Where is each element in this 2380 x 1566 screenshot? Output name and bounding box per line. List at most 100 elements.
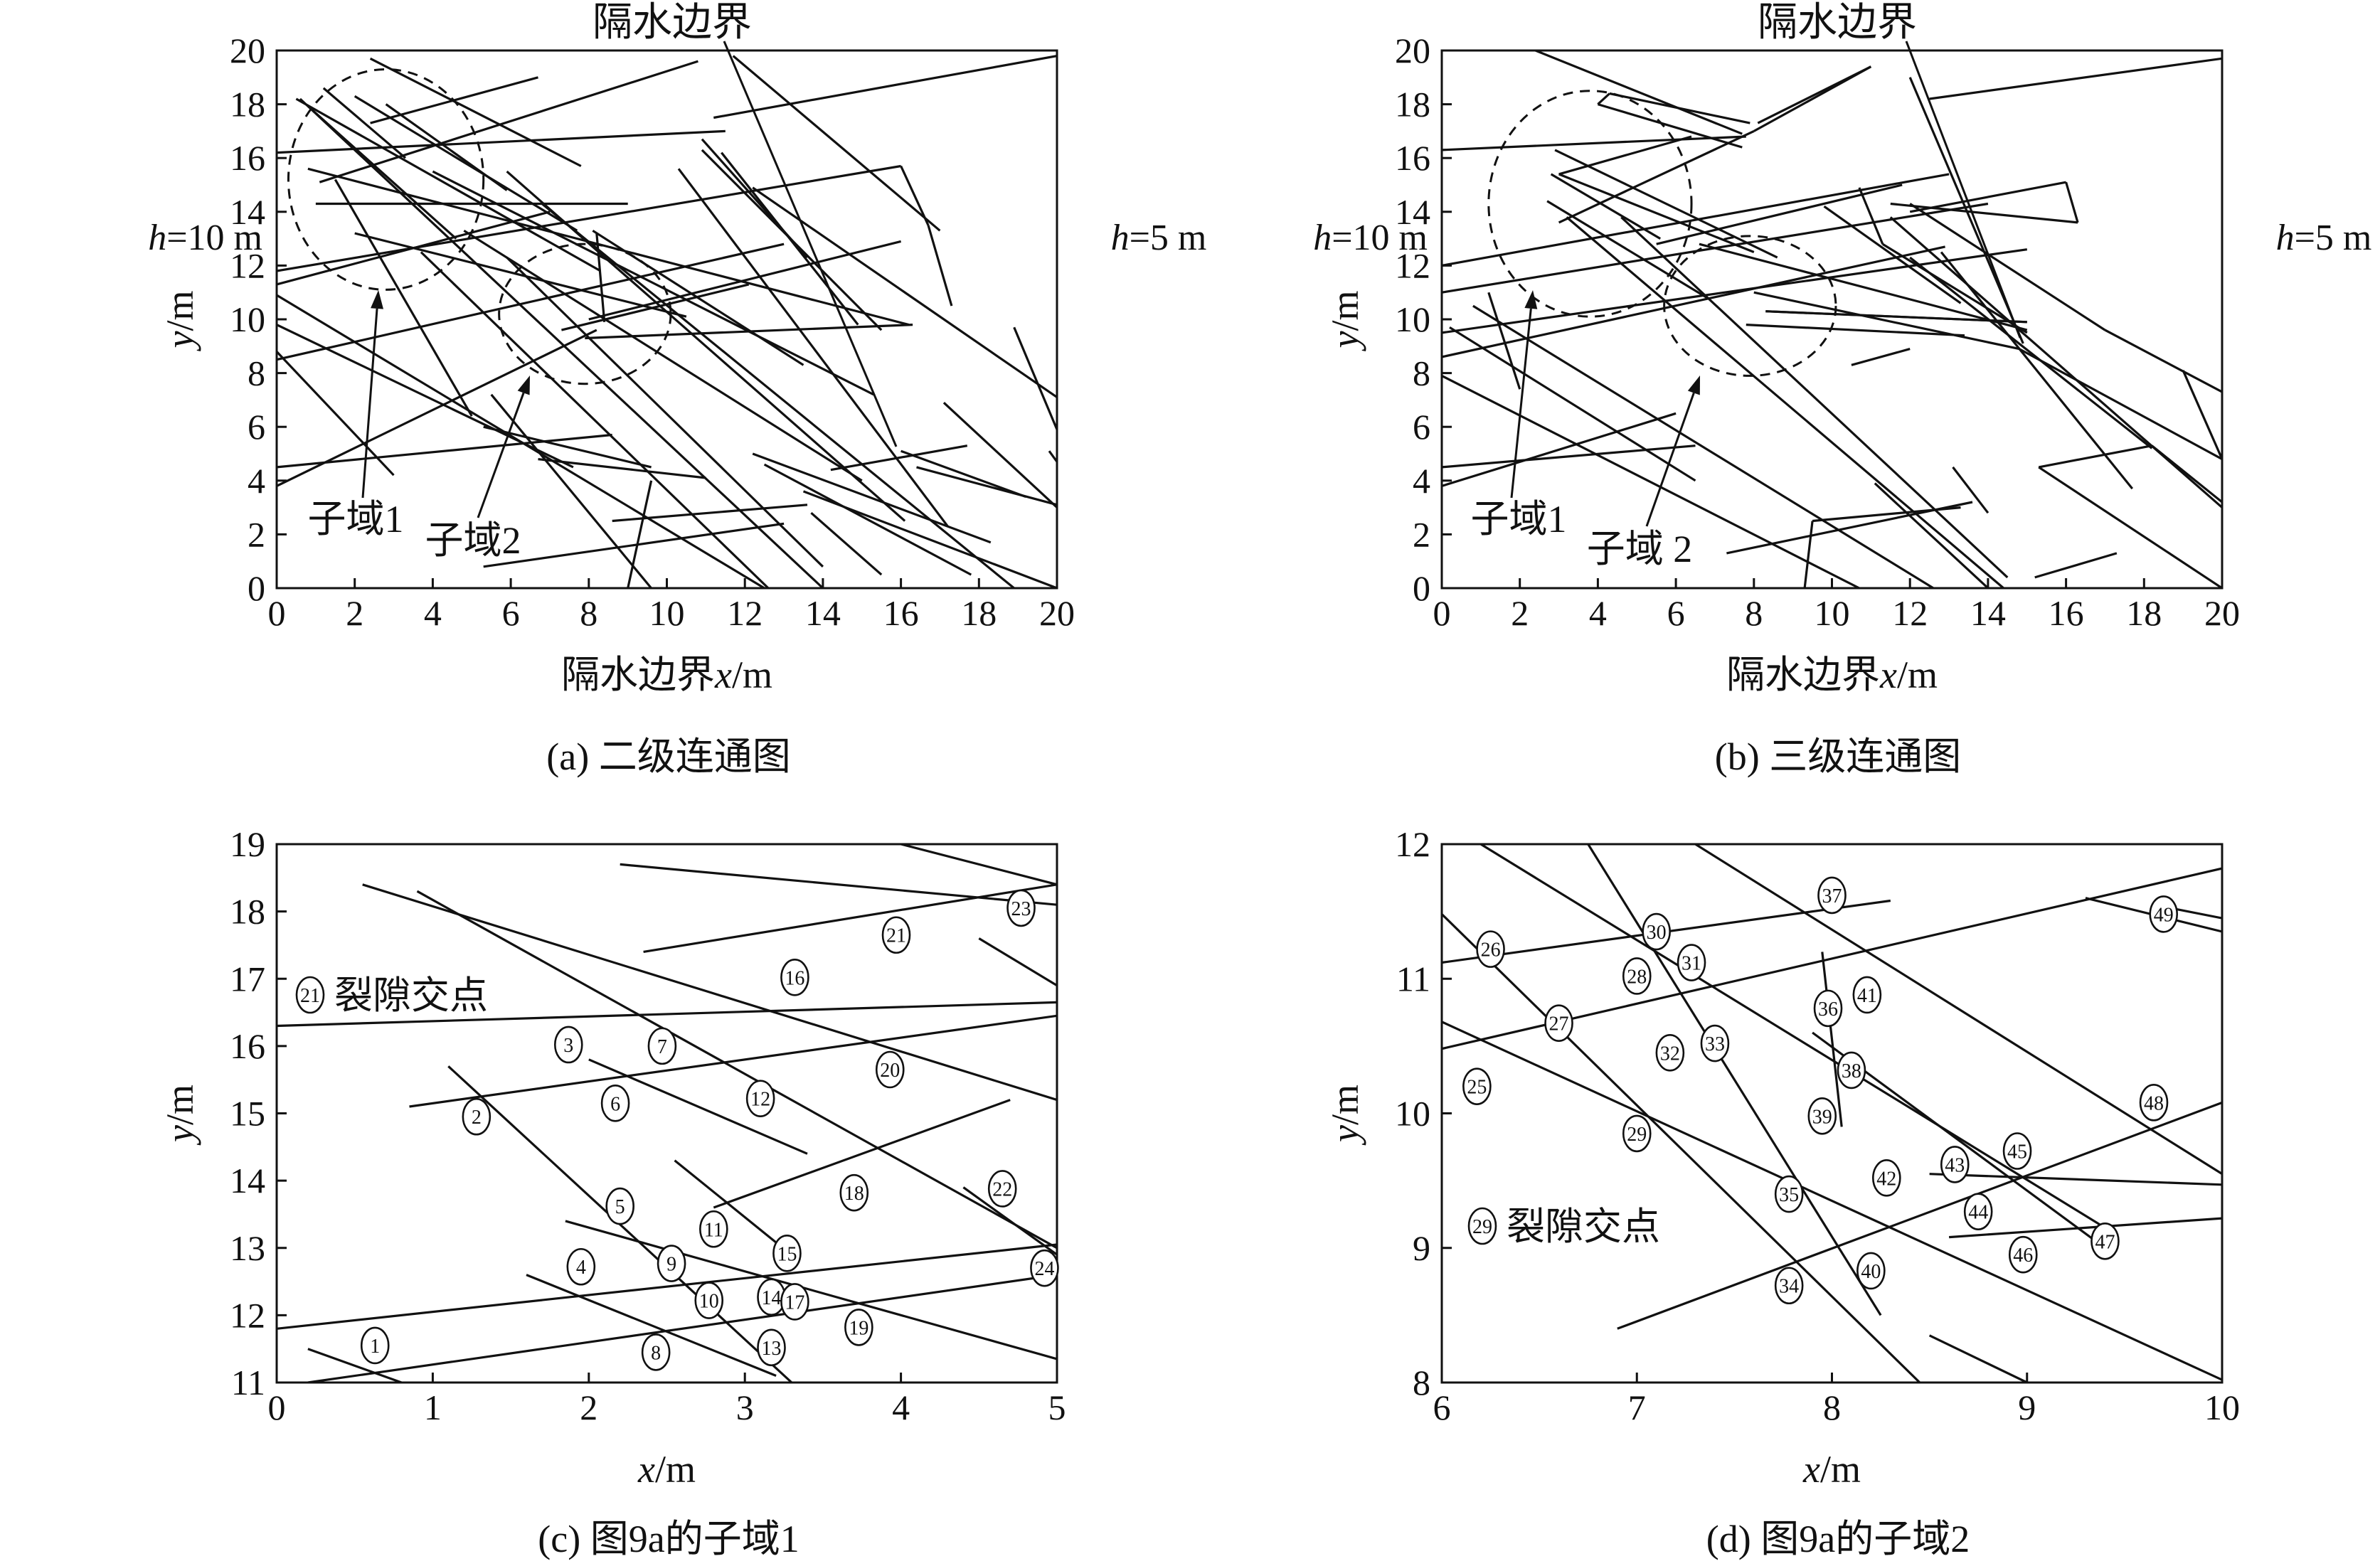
y-tick-label: 4 [1413, 461, 1430, 501]
fracture-line-10 [526, 1274, 777, 1377]
intersection-node-49: 49 [2149, 895, 2179, 933]
fracture-line-13 [620, 863, 1057, 906]
node-id: 41 [1857, 985, 1877, 1007]
fracture-line-29 [1765, 310, 2027, 324]
subdomain-ellipse-2 [1663, 235, 1837, 377]
intersection-node-12: 12 [745, 1080, 775, 1117]
fracture-line-13 [1928, 1334, 2028, 1383]
node-id: 46 [2013, 1245, 2033, 1267]
node-circle [1655, 1034, 1685, 1072]
node-id: 45 [2007, 1141, 2027, 1163]
top-boundary-label: 隔水边界 [1758, 1, 1917, 45]
node-id: 2 [472, 1107, 482, 1129]
fracture-line-3 [1442, 913, 1921, 1383]
x-tick-label: 20 [1039, 593, 1075, 633]
panel-caption: (d) 图9a的子域2 [1706, 1518, 1970, 1560]
y-tick-label: 8 [1413, 1363, 1430, 1402]
intersection-node-10: 10 [694, 1282, 724, 1319]
fracture-line-2 [295, 97, 602, 272]
x-tick-label: 0 [268, 593, 286, 633]
node-circle [881, 916, 911, 954]
y-tick-label: 11 [231, 1363, 265, 1402]
fracture-line-27 [1746, 324, 1965, 337]
node-id: 33 [1705, 1033, 1725, 1055]
intersection-node-44: 44 [1963, 1193, 1993, 1230]
legend-node-id: 21 [300, 985, 320, 1007]
y-tick-label: 14 [230, 1161, 265, 1200]
fracture-line-2 [1442, 173, 1950, 267]
x-tick-label: 14 [1970, 593, 2006, 633]
node-id: 49 [2154, 904, 2174, 926]
x-tick-label: 10 [2204, 1387, 2240, 1427]
fracture-network [1442, 50, 2222, 588]
node-circle [2002, 1132, 2032, 1170]
fracture-line-1 [1442, 135, 1746, 151]
fracture-line-46 [901, 449, 1026, 499]
fracture-line-8 [1617, 1101, 2222, 1330]
fracture-line-44 [1753, 291, 2020, 351]
y-tick-label: 10 [1395, 1094, 1430, 1134]
fracture-line-17 [1597, 103, 1743, 149]
x-tick-label: 0 [268, 1387, 286, 1427]
fracture-line-41 [1909, 256, 2153, 449]
y-tick-label: 11 [1396, 959, 1430, 998]
fracture-line-7 [1558, 135, 1692, 176]
subdomain-1-arrow [361, 290, 384, 499]
fracture-line-7 [409, 1014, 1057, 1108]
fracture-line-54 [1874, 482, 1989, 588]
fracture-line-38 [1909, 203, 2106, 331]
node-id: 34 [1779, 1276, 1799, 1298]
subdomain-1-arrow [1510, 290, 1538, 499]
fracture-line-4 [1442, 248, 2028, 334]
fracture-line-11 [354, 95, 578, 232]
fracture-line-52 [538, 458, 706, 479]
node-circle [745, 1080, 775, 1117]
fracture-line-9 [1546, 200, 1708, 299]
x-axis-title: x/m [637, 1448, 696, 1491]
fracture-line-38 [701, 149, 883, 331]
fracture-line-14 [1442, 412, 1677, 487]
node-circle [780, 1283, 809, 1321]
intersection-node-37: 37 [1817, 876, 1847, 915]
fracture-line-31 [1858, 187, 1884, 245]
node-circle [1774, 1175, 1804, 1213]
fracture-line-41 [752, 186, 1057, 398]
intersection-node-26: 26 [1476, 930, 1505, 968]
node-circle [600, 1085, 630, 1122]
y-tick-label: 12 [1395, 245, 1430, 285]
plot-frame [275, 843, 1058, 1384]
fracture-line-17 [277, 324, 574, 469]
subdomain-2-arrow-shaft [477, 392, 525, 518]
y-axis-title: y/m [159, 291, 201, 352]
intersection-node-1: 1 [360, 1326, 390, 1365]
intersection-node-2: 2 [462, 1097, 492, 1136]
node-id: 47 [2095, 1231, 2115, 1253]
fracture-line-47 [2038, 466, 2222, 588]
fracture-line-31 [677, 168, 949, 528]
node-circle [1856, 1252, 1886, 1290]
fracture-line-16 [1535, 50, 1743, 135]
x-tick-label: 8 [580, 593, 597, 633]
y-tick-label: 4 [248, 461, 265, 501]
fracture-line-7 [1694, 844, 2222, 1176]
left-head-label: h=10 m [1313, 218, 1428, 258]
intersection-node-45: 45 [2002, 1132, 2032, 1170]
node-id: 32 [1660, 1043, 1680, 1065]
fracture-line-13 [1449, 326, 1696, 482]
fracture-line-11 [1472, 304, 1934, 588]
node-circle [1677, 944, 1706, 981]
intersection-node-39: 39 [1807, 1097, 1837, 1135]
fracture-line-47 [916, 466, 1057, 506]
fracture-line-10 [369, 57, 582, 167]
right-head-label: h=5 m [2276, 218, 2372, 258]
y-tick-label: 0 [248, 568, 265, 608]
x-axis-title: 隔水边界x/m [1726, 654, 1938, 696]
y-axis-title: y/m [1324, 291, 1366, 352]
subdomain-1-arrow-head [371, 290, 384, 309]
y-tick-label: 10 [1395, 299, 1430, 339]
node-circle [1622, 1114, 1652, 1153]
node-id: 31 [1682, 953, 1701, 975]
y-tick-label: 18 [1395, 85, 1430, 124]
node-circle [1006, 889, 1036, 927]
fracture-line-6 [1487, 292, 1521, 390]
